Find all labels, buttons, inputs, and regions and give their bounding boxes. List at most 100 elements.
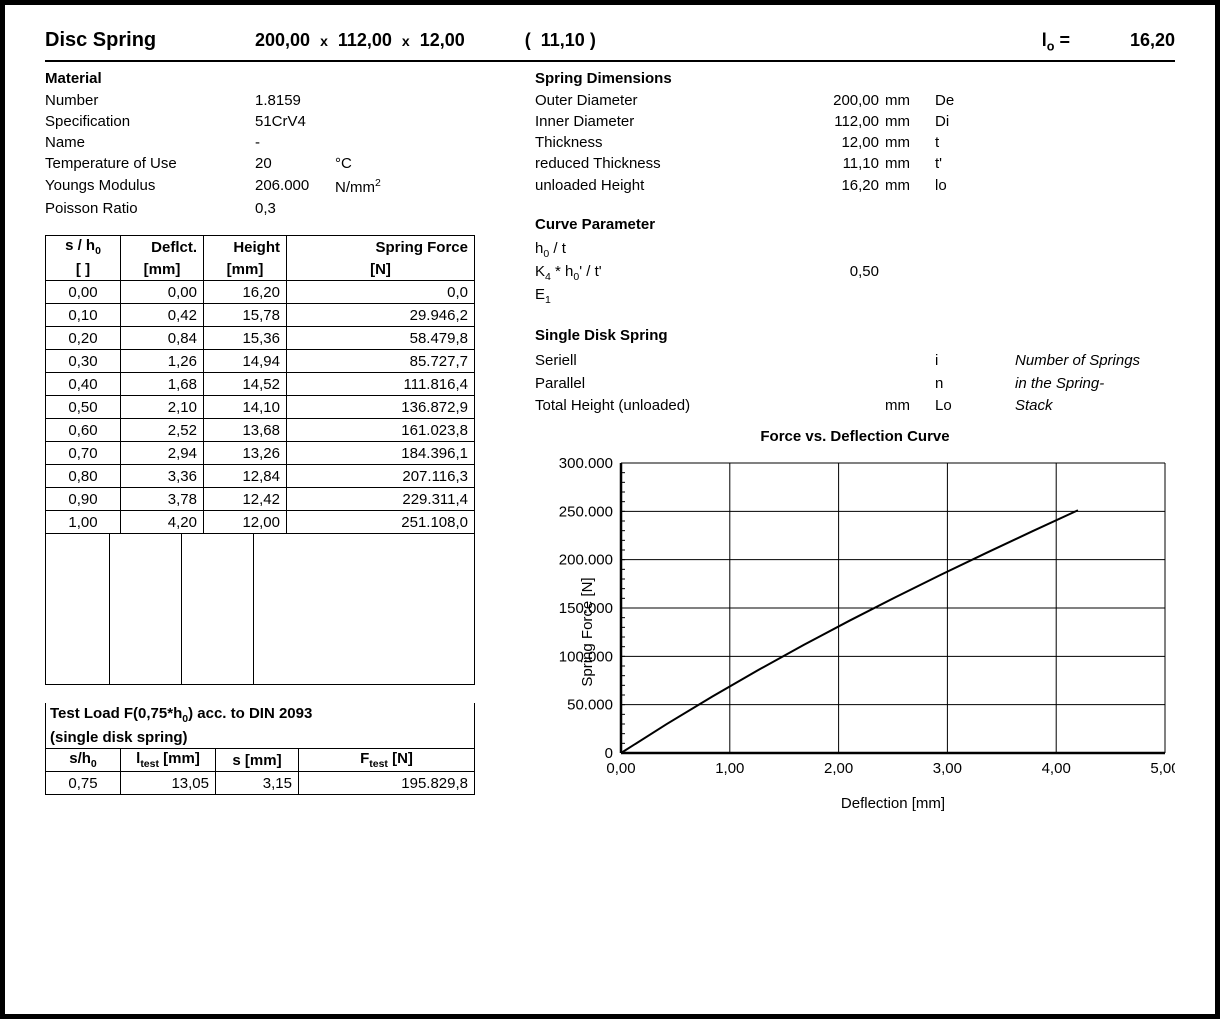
table-row: 0,903,7812,42229.311,4 — [46, 488, 475, 511]
material-unit — [335, 199, 475, 219]
dim-val: 11,10 — [775, 154, 885, 174]
th-force: Spring Force — [287, 236, 475, 259]
material-key: Specification — [45, 112, 255, 132]
sds-unit — [885, 350, 935, 373]
svg-text:1,00: 1,00 — [715, 760, 744, 777]
curveparam-heading: Curve Parameter — [535, 216, 1175, 233]
sds-val — [775, 373, 885, 396]
table-cell: 14,10 — [204, 396, 287, 419]
cp2v — [775, 285, 885, 307]
table-cell: 58.479,8 — [287, 327, 475, 350]
table-cell: 0,10 — [46, 304, 121, 327]
dim-De: 200,00 — [255, 30, 310, 51]
sds-note: Number of Springs — [975, 350, 1175, 373]
table-row: 0,803,3612,84207.116,3 — [46, 465, 475, 488]
th-height: Height — [204, 236, 287, 259]
table-cell: 1,00 — [46, 511, 121, 534]
cp2k: E1 — [535, 285, 775, 307]
svg-text:0,00: 0,00 — [606, 760, 635, 777]
table-cell: 0,80 — [46, 465, 121, 488]
th-deflct: Deflct. — [121, 236, 204, 259]
table-cell: 15,36 — [204, 327, 287, 350]
table-cell: 12,42 — [204, 488, 287, 511]
material-key: Number — [45, 91, 255, 111]
table-cell: 0,50 — [46, 396, 121, 419]
dim-key: unloaded Height — [535, 176, 775, 196]
u-sh0: [ ] — [46, 258, 121, 281]
table-row: 0,602,5213,68161.023,8 — [46, 419, 475, 442]
material-unit — [335, 91, 475, 111]
material-unit — [335, 133, 475, 153]
th-sh0: s / h0 — [46, 236, 121, 259]
table-cell: 13,68 — [204, 419, 287, 442]
table-cell: 14,52 — [204, 373, 287, 396]
u-height: [mm] — [204, 258, 287, 281]
test-load-title: Test Load F(0,75*h0) acc. to DIN 2093 — [45, 703, 475, 727]
chart-svg: 0,001,002,003,004,005,00050.000100.00015… — [535, 453, 1175, 793]
dimensions-heading: Spring Dimensions — [535, 70, 1175, 87]
dim-sym: t — [935, 133, 975, 153]
table-cell: 0,42 — [121, 304, 204, 327]
table-cell: 251.108,0 — [287, 511, 475, 534]
dim-t: 12,00 — [420, 30, 465, 51]
dim-unit: mm — [885, 112, 935, 132]
table-row: 0,702,9413,26184.396,1 — [46, 442, 475, 465]
table-cell: 0,60 — [46, 419, 121, 442]
material-unit — [335, 112, 475, 132]
table-cell: 85.727,7 — [287, 350, 475, 373]
material-val: 0,3 — [255, 199, 335, 219]
sds-unit: mm — [885, 395, 935, 418]
sds-note: in the Spring- — [975, 373, 1175, 396]
table-cell: 4,20 — [121, 511, 204, 534]
table-cell: 1,68 — [121, 373, 204, 396]
table-cell: 2,52 — [121, 419, 204, 442]
table-cell: 184.396,1 — [287, 442, 475, 465]
material-val: 1.8159 — [255, 91, 335, 111]
singledisk-table: SerielliNumber of SpringsParallelnin the… — [535, 350, 1175, 418]
cp0v — [775, 239, 885, 261]
dim-sym: Di — [935, 112, 975, 132]
table-row: 0,100,4215,7829.946,2 — [46, 304, 475, 327]
u-deflct: [mm] — [121, 258, 204, 281]
test-load-table: s/h0 ltest [mm] s [mm] Ftest [N] 0,75 13… — [45, 748, 475, 795]
table-cell: 0,0 — [287, 281, 475, 304]
dim-key: Inner Diameter — [535, 112, 775, 132]
times-2: x — [402, 33, 410, 49]
table-cell: 14,94 — [204, 350, 287, 373]
table-cell: 16,20 — [204, 281, 287, 304]
dim-key: reduced Thickness — [535, 154, 775, 174]
table-cell: 12,00 — [204, 511, 287, 534]
svg-text:50.000: 50.000 — [567, 697, 613, 714]
lo-value: 16,20 — [1130, 30, 1175, 51]
table-cell: 0,00 — [46, 281, 121, 304]
table-cell: 12,84 — [204, 465, 287, 488]
u-force: [N] — [287, 258, 475, 281]
svg-text:0: 0 — [605, 745, 613, 762]
table-cell: 0,40 — [46, 373, 121, 396]
dim-unit: mm — [885, 176, 935, 196]
dim-val: 16,20 — [775, 176, 885, 196]
t2h0: s/h0 — [46, 749, 121, 772]
table-row: 1,004,2012,00251.108,0 — [46, 511, 475, 534]
sds-val — [775, 395, 885, 418]
dim-key: Thickness — [535, 133, 775, 153]
blank-rows — [45, 534, 475, 685]
svg-text:5,00: 5,00 — [1150, 760, 1175, 777]
material-heading: Material — [45, 70, 475, 87]
dim-sym: lo — [935, 176, 975, 196]
table-cell: 2,10 — [121, 396, 204, 419]
test-load-sub: (single disk spring) — [45, 727, 475, 748]
svg-text:200.000: 200.000 — [559, 552, 613, 569]
material-unit: N/mm2 — [335, 176, 475, 198]
table-cell: 207.116,3 — [287, 465, 475, 488]
sds-val — [775, 350, 885, 373]
sds-sym: i — [935, 350, 975, 373]
t2h1: ltest [mm] — [121, 749, 216, 772]
chart-ylabel: Spring Force [N] — [579, 578, 596, 687]
table-cell: 13,26 — [204, 442, 287, 465]
dim-sym: t' — [935, 154, 975, 174]
table-cell: 0,00 — [121, 281, 204, 304]
deflection-table: s / h0 Deflct. Height Spring Force [ ] [… — [45, 235, 475, 534]
table-cell: 229.311,4 — [287, 488, 475, 511]
dim-val: 112,00 — [775, 112, 885, 132]
